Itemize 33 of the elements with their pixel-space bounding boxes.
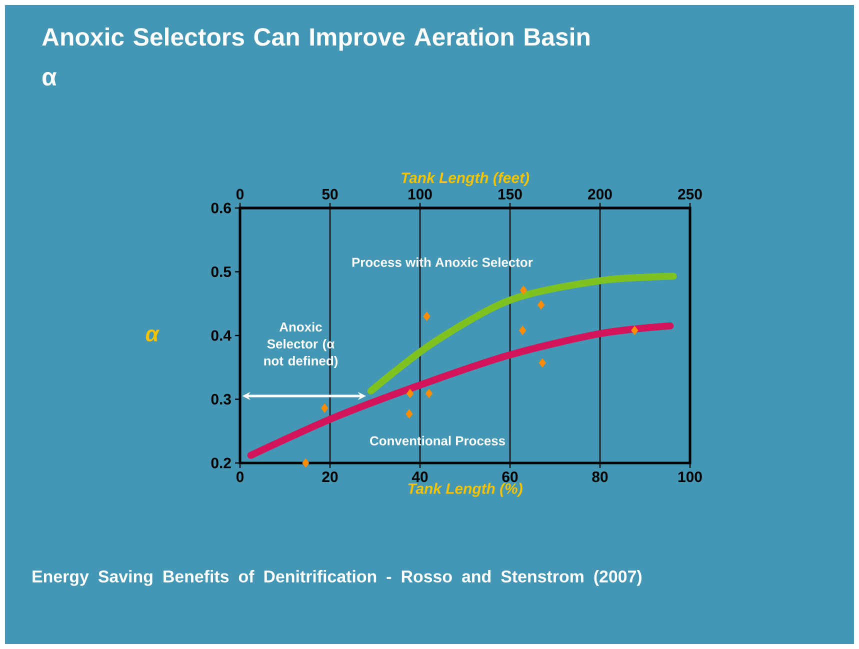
point: [423, 312, 430, 322]
x2-tick-label: 150: [498, 188, 522, 200]
x2-tick-label: 200: [588, 188, 612, 200]
point: [538, 358, 546, 368]
x2-axis-title: Tank Length (feet): [402, 172, 530, 186]
y-axis-title: α: [146, 329, 160, 342]
x-tick-label: 40: [412, 472, 428, 482]
point: [520, 286, 528, 295]
x-tick-label: 80: [592, 472, 608, 482]
point: [302, 458, 310, 468]
x2-tick-label: 0: [236, 188, 244, 200]
chart-title: Anoxic Selectors Can Improve Aeration Basin α: [42, 28, 590, 86]
point: [406, 409, 413, 419]
point: [631, 326, 638, 336]
point: [406, 388, 414, 398]
y-tick-label: 0.4: [211, 330, 232, 341]
point: [425, 388, 433, 398]
x2-tick-label: 250: [678, 188, 702, 200]
y-tick-label: 0.6: [211, 202, 231, 214]
x-tick-label: 60: [502, 472, 518, 482]
point: [537, 300, 545, 310]
point: [519, 326, 526, 336]
y-tick-label: 0.2: [211, 458, 231, 468]
x-tick-label: 20: [322, 472, 338, 482]
x2-tick-label: 100: [408, 188, 432, 200]
text: Energy Saving Benefits of Denitrification - Rosso and Stenstrom (2007): [32, 570, 642, 586]
x2-tick-label: 50: [322, 188, 338, 200]
point: [321, 403, 328, 413]
x-tick-label: 0: [236, 472, 244, 482]
y-tick-label: 0.5: [211, 266, 232, 278]
y-tick-label: 0.3: [211, 394, 231, 405]
x-tick-label: 100: [678, 472, 702, 482]
x-axis-title: Tank Length (%): [408, 482, 522, 497]
